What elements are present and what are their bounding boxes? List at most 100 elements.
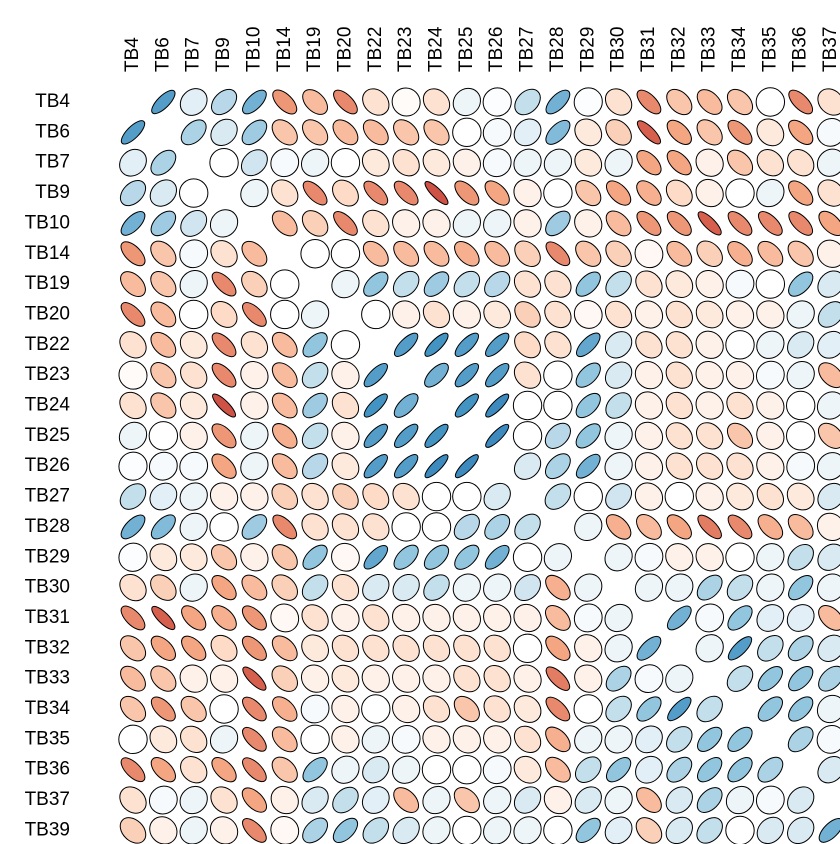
column-label: TB7 xyxy=(183,37,204,72)
correlation-ellipse xyxy=(697,514,722,540)
correlation-ellipse xyxy=(209,816,239,844)
correlation-ellipse xyxy=(756,300,785,329)
correlation-ellipse xyxy=(119,573,147,602)
correlation-ellipse xyxy=(179,482,208,511)
row-label: TB29 xyxy=(25,546,70,567)
correlation-ellipse xyxy=(543,785,573,815)
correlation-ellipse xyxy=(361,299,391,330)
correlation-ellipse xyxy=(757,240,784,267)
correlation-ellipse xyxy=(424,454,449,479)
correlation-ellipse xyxy=(452,755,482,785)
correlation-ellipse xyxy=(150,574,177,601)
correlation-ellipse xyxy=(453,664,481,693)
correlation-ellipse xyxy=(302,544,328,570)
correlation-ellipse xyxy=(604,725,633,754)
correlation-ellipse xyxy=(150,757,176,783)
correlation-ellipse xyxy=(240,482,269,511)
correlation-ellipse xyxy=(725,542,755,572)
correlation-ellipse xyxy=(150,665,177,692)
correlation-ellipse xyxy=(209,209,239,238)
correlation-ellipse xyxy=(513,270,542,298)
correlation-ellipse xyxy=(695,300,724,329)
correlation-ellipse xyxy=(636,180,662,206)
correlation-ellipse xyxy=(725,785,755,815)
correlation-ellipse xyxy=(756,816,785,844)
correlation-ellipse xyxy=(635,755,663,784)
correlation-ellipse xyxy=(726,88,754,116)
correlation-ellipse xyxy=(482,87,512,117)
correlation-ellipse xyxy=(452,481,482,512)
correlation-ellipse xyxy=(423,271,450,297)
correlation-ellipse xyxy=(118,542,148,572)
correlation-ellipse xyxy=(119,331,147,359)
column-label: TB6 xyxy=(152,37,173,72)
correlation-ellipse xyxy=(242,89,267,115)
correlation-ellipse xyxy=(120,241,146,267)
correlation-ellipse xyxy=(241,635,267,661)
correlation-ellipse xyxy=(575,179,602,207)
column-label: TB32 xyxy=(668,27,689,72)
correlation-ellipse xyxy=(483,482,511,511)
correlation-ellipse xyxy=(513,755,542,784)
correlation-ellipse xyxy=(787,149,815,177)
correlation-ellipse xyxy=(756,573,785,602)
correlation-ellipse xyxy=(666,210,692,236)
correlation-ellipse xyxy=(363,362,388,388)
correlation-ellipse xyxy=(664,481,694,512)
correlation-ellipse xyxy=(120,211,146,236)
correlation-ellipse xyxy=(787,331,815,359)
correlation-ellipse xyxy=(119,786,147,814)
correlation-ellipse xyxy=(545,696,571,722)
correlation-ellipse xyxy=(149,543,178,572)
correlation-ellipse xyxy=(271,696,298,722)
correlation-ellipse xyxy=(179,330,208,359)
correlation-ellipse xyxy=(422,300,451,329)
correlation-ellipse xyxy=(331,452,360,481)
correlation-ellipse xyxy=(452,603,481,633)
correlation-ellipse xyxy=(666,605,692,631)
correlation-ellipse xyxy=(270,148,300,178)
correlation-ellipse xyxy=(726,391,754,420)
correlation-ellipse xyxy=(393,180,419,206)
correlation-ellipse xyxy=(574,209,603,238)
correlation-ellipse xyxy=(302,817,329,844)
correlation-ellipse xyxy=(727,726,753,752)
correlation-ellipse xyxy=(150,331,177,358)
correlation-ellipse xyxy=(180,756,208,784)
correlation-ellipse xyxy=(270,299,300,330)
correlation-ellipse xyxy=(272,89,298,115)
correlation-ellipse xyxy=(665,786,693,814)
correlation-ellipse xyxy=(362,209,390,238)
correlation-ellipse xyxy=(513,816,542,844)
correlation-ellipse xyxy=(727,211,753,236)
correlation-ellipse xyxy=(545,89,571,115)
row-label: TB14 xyxy=(25,243,71,264)
correlation-ellipse xyxy=(634,421,664,450)
correlation-ellipse xyxy=(634,542,664,572)
correlation-ellipse xyxy=(695,269,724,299)
correlation-ellipse xyxy=(149,482,178,511)
row-label: TB32 xyxy=(25,637,70,658)
correlation-ellipse xyxy=(787,726,814,753)
correlation-ellipse xyxy=(454,240,480,267)
correlation-ellipse xyxy=(483,664,511,693)
correlation-ellipse xyxy=(635,725,663,754)
correlation-ellipse xyxy=(271,210,298,237)
correlation-ellipse xyxy=(301,210,329,237)
correlation-ellipse xyxy=(727,119,753,145)
correlation-ellipse xyxy=(178,299,209,330)
correlation-ellipse xyxy=(362,88,390,116)
correlation-ellipse xyxy=(393,423,419,449)
correlation-ellipse xyxy=(667,696,692,722)
correlation-ellipse xyxy=(120,514,146,540)
correlation-ellipse xyxy=(300,724,330,755)
correlation-ellipse xyxy=(151,605,176,631)
correlation-ellipse xyxy=(271,453,298,480)
correlation-ellipse xyxy=(816,694,840,724)
correlation-ellipse xyxy=(330,330,361,360)
correlation-ellipse xyxy=(332,483,359,510)
correlation-ellipse xyxy=(545,119,571,145)
correlation-ellipse xyxy=(543,178,573,208)
correlation-ellipse xyxy=(454,362,480,388)
correlation-ellipse xyxy=(757,696,783,722)
